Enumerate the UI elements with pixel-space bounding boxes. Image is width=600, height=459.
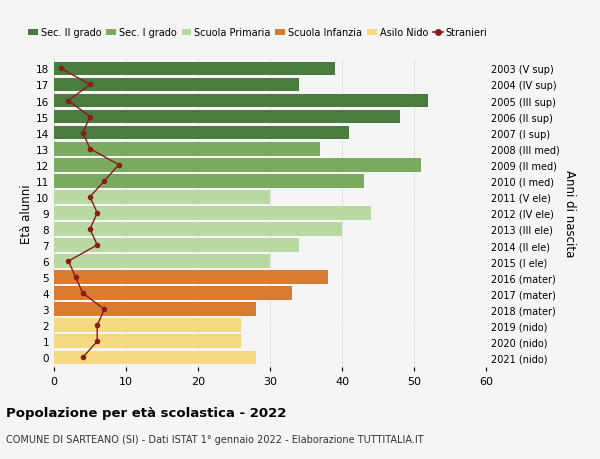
Bar bbox=[54, 111, 400, 124]
Bar bbox=[54, 303, 256, 316]
Bar bbox=[54, 78, 299, 92]
Bar bbox=[54, 62, 335, 76]
Bar bbox=[54, 190, 270, 204]
Bar bbox=[54, 143, 320, 156]
Text: Popolazione per età scolastica - 2022: Popolazione per età scolastica - 2022 bbox=[6, 406, 286, 419]
Bar bbox=[54, 287, 292, 300]
Y-axis label: Anni di nascita: Anni di nascita bbox=[563, 170, 576, 257]
Bar bbox=[54, 351, 256, 364]
Y-axis label: Età alunni: Età alunni bbox=[20, 184, 33, 243]
Bar bbox=[54, 223, 342, 236]
Bar bbox=[54, 271, 328, 284]
Bar bbox=[54, 319, 241, 332]
Bar bbox=[54, 127, 349, 140]
Legend: Sec. II grado, Sec. I grado, Scuola Primaria, Scuola Infanzia, Asilo Nido, Stran: Sec. II grado, Sec. I grado, Scuola Prim… bbox=[25, 24, 491, 42]
Bar bbox=[54, 207, 371, 220]
Bar bbox=[54, 239, 299, 252]
Bar bbox=[54, 95, 428, 108]
Bar bbox=[54, 174, 364, 188]
Bar bbox=[54, 335, 241, 348]
Bar bbox=[54, 158, 421, 172]
Bar bbox=[54, 255, 270, 269]
Text: COMUNE DI SARTEANO (SI) - Dati ISTAT 1° gennaio 2022 - Elaborazione TUTTITALIA.I: COMUNE DI SARTEANO (SI) - Dati ISTAT 1° … bbox=[6, 434, 424, 444]
